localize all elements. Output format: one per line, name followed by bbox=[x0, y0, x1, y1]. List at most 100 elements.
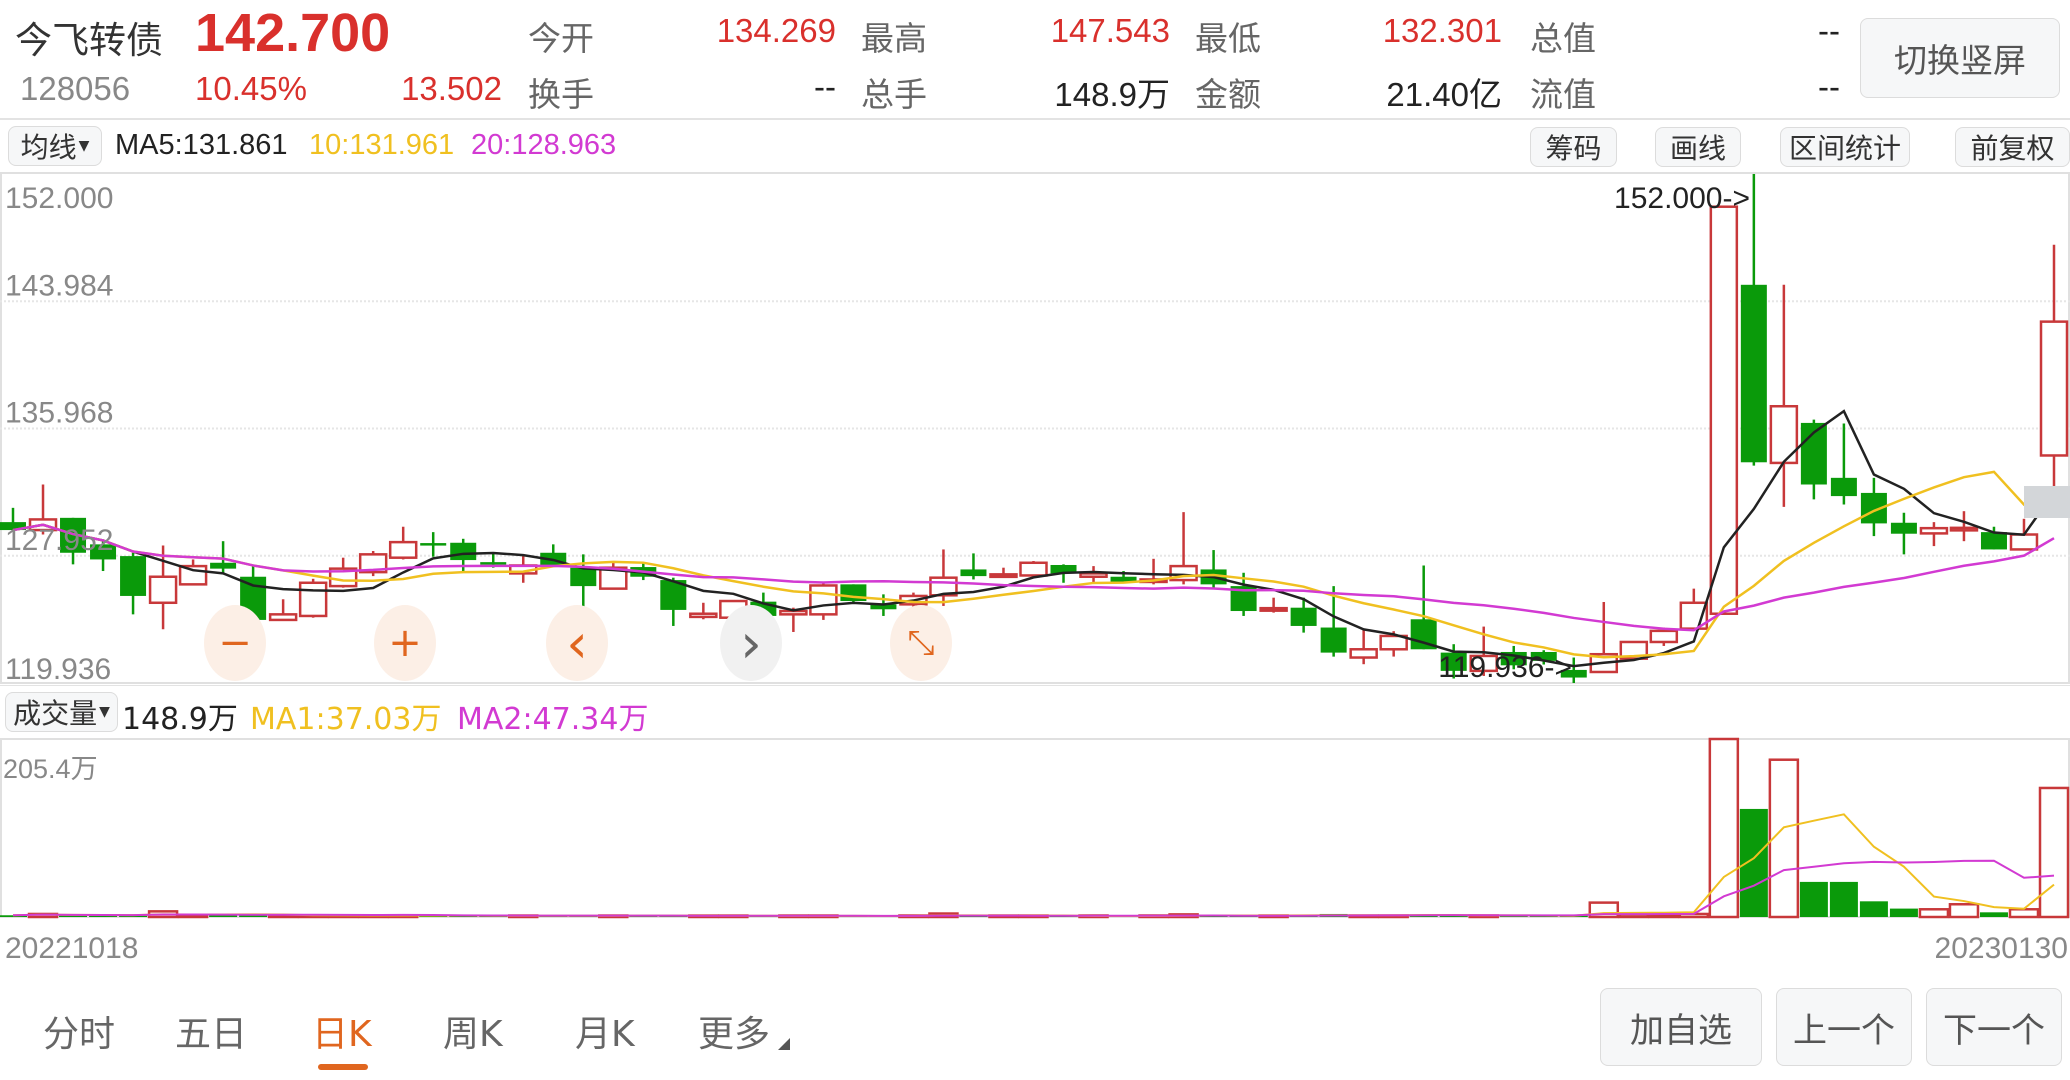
candle-body bbox=[809, 584, 838, 616]
candle-body bbox=[1949, 526, 1979, 532]
volume-bar bbox=[2038, 786, 2070, 919]
candle-body bbox=[1740, 284, 1767, 463]
previous-button[interactable]: 上一个 bbox=[1776, 988, 1912, 1066]
candle-body bbox=[90, 544, 117, 560]
zoom-in-button[interactable]: + bbox=[374, 605, 436, 681]
ma-selector[interactable]: 均线 ▼ bbox=[8, 126, 102, 166]
tab-more[interactable]: 更多 bbox=[698, 1014, 771, 1055]
min-price-marker: 119.936-> bbox=[1438, 651, 1572, 684]
pan-left-icon: ‹ bbox=[566, 611, 588, 675]
stat-volume-value: 148.9万 bbox=[1054, 76, 1170, 113]
collapse-button[interactable]: ⤡ bbox=[890, 605, 952, 681]
dropdown-arrow-icon: ▼ bbox=[78, 138, 90, 154]
current-price-tag bbox=[2024, 486, 2070, 518]
volume-selector-label: 成交量 bbox=[13, 697, 98, 730]
volume-ma2-value: MA2:47.34万 bbox=[457, 702, 649, 737]
candle-body bbox=[1320, 627, 1347, 653]
ma5-value: MA5:131.861 bbox=[115, 129, 288, 161]
candle-body bbox=[298, 581, 328, 618]
y-tick-label: 143.984 bbox=[5, 269, 113, 302]
candle-body bbox=[178, 564, 208, 586]
stat-total-cap-value: -- bbox=[1818, 12, 1840, 49]
ma20-value: 20:128.963 bbox=[471, 129, 617, 161]
stat-float-cap-label: 流值 bbox=[1530, 75, 1596, 114]
volume-ma1-value: MA1:37.03万 bbox=[250, 702, 442, 737]
bond-name: 今飞转债 bbox=[15, 19, 163, 62]
active-tab-underline bbox=[318, 1064, 368, 1070]
stat-open-label: 今开 bbox=[528, 19, 594, 58]
forward-adjust-button[interactable]: 前复权 bbox=[1955, 127, 2070, 167]
volume-bar bbox=[1799, 881, 1828, 917]
dropdown-arrow-icon: ▼ bbox=[99, 704, 110, 720]
tab-monthly-k[interactable]: 月K bbox=[575, 1014, 635, 1055]
candle-body bbox=[1709, 205, 1739, 615]
volume-bar bbox=[239, 915, 268, 917]
x-end-date: 20230130 bbox=[1935, 932, 2068, 960]
volume-bar bbox=[1768, 758, 1800, 919]
candle-body bbox=[570, 567, 597, 587]
candle-body bbox=[1530, 651, 1557, 661]
volume-bar bbox=[119, 915, 148, 917]
volume-value: 148.9万 bbox=[122, 702, 238, 737]
candle-body bbox=[1560, 669, 1587, 678]
candle-body bbox=[1349, 648, 1378, 659]
change-amount: 13.502 bbox=[401, 70, 502, 107]
candle-body bbox=[1079, 572, 1108, 578]
volume-bar bbox=[1918, 908, 1950, 919]
volume-bar bbox=[209, 915, 238, 917]
pan-left-button[interactable]: ‹ bbox=[546, 605, 608, 681]
candle-body bbox=[989, 573, 1018, 579]
tab-daily-k[interactable]: 日K bbox=[312, 1014, 372, 1055]
candle-body bbox=[1019, 561, 1048, 577]
stat-turnover-label: 换手 bbox=[528, 75, 594, 114]
switch-portrait-button[interactable]: 切换竖屏 bbox=[1860, 18, 2060, 98]
kline-chart[interactable]: 152.000 143.984 135.968 127.952 119.936 152.… bbox=[0, 0, 2070, 960]
stat-high-label: 最高 bbox=[861, 19, 927, 58]
volume-bar bbox=[1889, 908, 1918, 917]
ma10-value: 10:131.961 bbox=[309, 129, 455, 161]
stat-amount-label: 金额 bbox=[1195, 75, 1261, 114]
y-tick-label: 152.000 bbox=[5, 182, 113, 215]
zoom-out-icon: − bbox=[218, 620, 252, 666]
candle-body bbox=[0, 522, 26, 531]
y-tick-label: 119.936 bbox=[5, 653, 111, 686]
candle-body bbox=[689, 612, 718, 619]
stat-low-value: 132.301 bbox=[1382, 12, 1502, 49]
range-stats-button[interactable]: 区间统计 bbox=[1780, 127, 1910, 167]
pan-right-button[interactable]: › bbox=[720, 605, 782, 681]
volume-bar bbox=[1648, 913, 1680, 919]
candle-body bbox=[120, 556, 147, 596]
next-button[interactable]: 下一个 bbox=[1926, 988, 2062, 1066]
collapse-icon: ⤡ bbox=[907, 623, 935, 663]
candle-body bbox=[450, 542, 477, 561]
y-tick-label: 135.968 bbox=[5, 397, 113, 430]
draw-line-button[interactable]: 画线 bbox=[1655, 127, 1741, 167]
chips-button[interactable]: 筹码 bbox=[1530, 127, 1617, 167]
tab-five-day[interactable]: 五日 bbox=[175, 1014, 248, 1055]
add-watchlist-button[interactable]: 加自选 bbox=[1600, 988, 1762, 1066]
y-tick-label: 127.952 bbox=[5, 524, 113, 557]
ma5-line bbox=[12, 409, 2056, 668]
x-start-date: 20221018 bbox=[5, 932, 138, 960]
ma-selector-label: 均线 bbox=[20, 131, 77, 164]
volume-ma2-line bbox=[12, 859, 2055, 917]
ma10-line bbox=[12, 470, 2055, 659]
more-corner-icon bbox=[778, 1038, 790, 1050]
tab-weekly-k[interactable]: 周K bbox=[443, 1014, 503, 1055]
candle-body bbox=[1440, 652, 1467, 671]
candle-body bbox=[148, 575, 178, 605]
volume-bar bbox=[1859, 901, 1888, 917]
candle-body bbox=[210, 562, 237, 569]
candle-body bbox=[480, 562, 507, 565]
zoom-out-button[interactable]: − bbox=[204, 605, 266, 681]
volume-bar bbox=[1708, 737, 1740, 919]
candle-body bbox=[2009, 533, 2039, 551]
candle-body bbox=[1050, 564, 1077, 574]
volume-bar bbox=[89, 915, 118, 917]
tab-intraday[interactable]: 分时 bbox=[43, 1014, 116, 1055]
volume-selector[interactable]: 成交量 ▼ bbox=[5, 692, 118, 732]
candle-body bbox=[1379, 634, 1408, 651]
max-price-marker: 152.000-> bbox=[1614, 182, 1750, 215]
volume-bar bbox=[1829, 881, 1858, 917]
candle-body bbox=[420, 543, 447, 546]
